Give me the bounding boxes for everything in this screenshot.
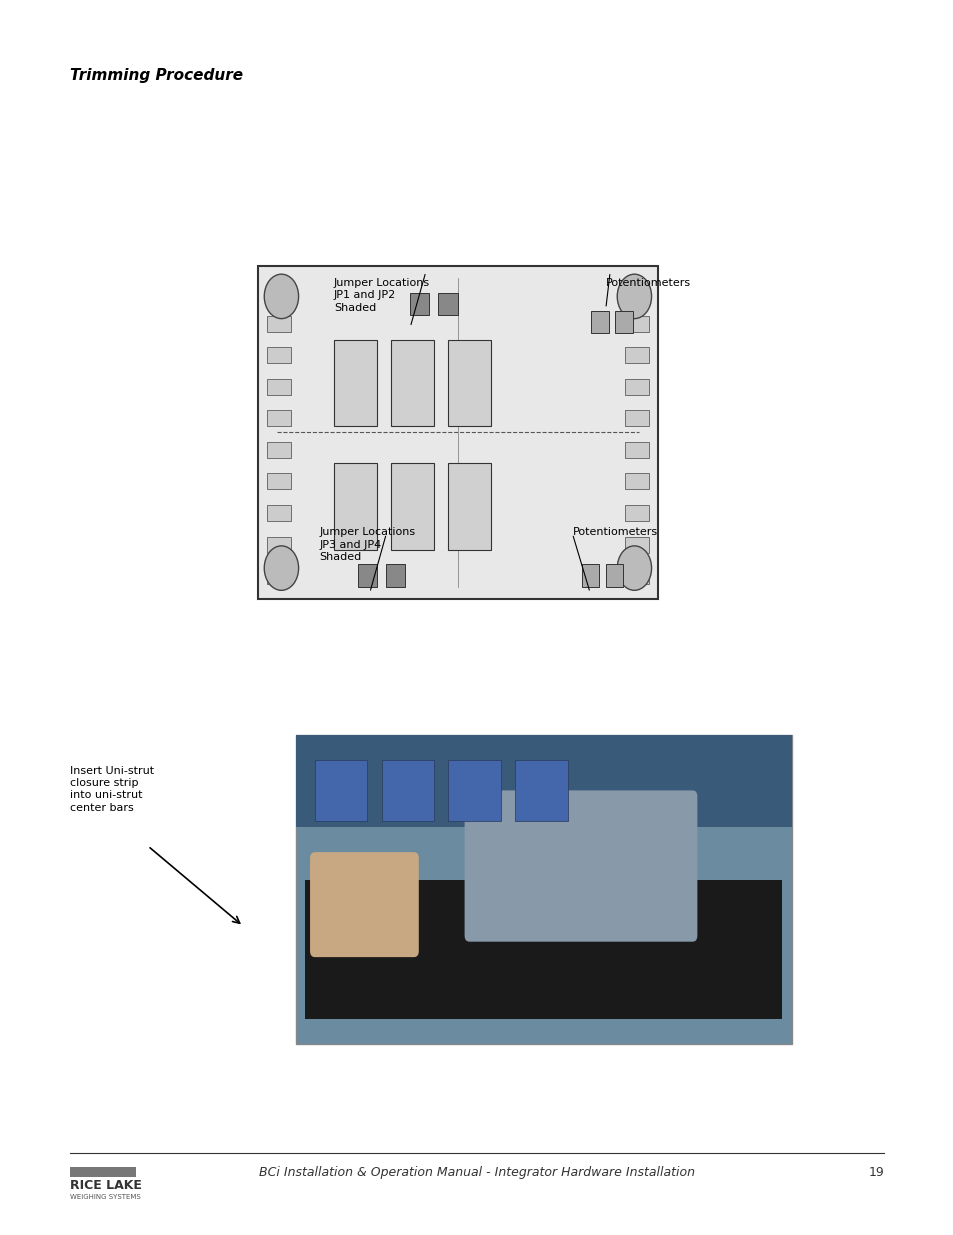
Text: WEIGHING SYSTEMS: WEIGHING SYSTEMS [70,1194,140,1200]
FancyBboxPatch shape [448,463,491,550]
Text: BCi Installation & Operation Manual - Integrator Hardware Installation: BCi Installation & Operation Manual - In… [258,1166,695,1179]
FancyBboxPatch shape [624,536,648,552]
FancyBboxPatch shape [310,852,418,957]
FancyBboxPatch shape [267,316,291,332]
FancyBboxPatch shape [267,379,291,395]
FancyBboxPatch shape [624,379,648,395]
Circle shape [264,274,298,319]
FancyBboxPatch shape [624,347,648,363]
FancyBboxPatch shape [305,879,781,1019]
FancyBboxPatch shape [267,536,291,552]
Text: Potentiometers: Potentiometers [605,278,690,288]
Text: Insert Uni-strut
closure strip
into uni-strut
center bars: Insert Uni-strut closure strip into uni-… [70,766,153,813]
FancyBboxPatch shape [464,790,697,941]
FancyBboxPatch shape [391,340,434,426]
Text: 19: 19 [867,1166,883,1179]
FancyBboxPatch shape [334,463,376,550]
FancyBboxPatch shape [257,266,658,599]
FancyBboxPatch shape [438,293,457,315]
FancyBboxPatch shape [624,473,648,489]
FancyBboxPatch shape [624,316,648,332]
FancyBboxPatch shape [70,1167,136,1177]
FancyBboxPatch shape [624,442,648,458]
Text: Potentiometers: Potentiometers [572,527,657,537]
Text: Trimming Procedure: Trimming Procedure [70,68,242,83]
FancyBboxPatch shape [515,760,567,821]
FancyBboxPatch shape [381,760,434,821]
Circle shape [617,546,651,590]
FancyBboxPatch shape [624,568,648,584]
FancyBboxPatch shape [410,293,429,315]
FancyBboxPatch shape [624,410,648,426]
Text: Jumper Locations
JP1 and JP2
Shaded: Jumper Locations JP1 and JP2 Shaded [334,278,430,312]
FancyBboxPatch shape [267,442,291,458]
FancyBboxPatch shape [314,760,367,821]
FancyBboxPatch shape [334,340,376,426]
FancyBboxPatch shape [448,760,500,821]
FancyBboxPatch shape [591,311,608,333]
FancyBboxPatch shape [267,347,291,363]
FancyBboxPatch shape [386,564,405,587]
FancyBboxPatch shape [605,564,622,587]
FancyBboxPatch shape [624,284,648,300]
FancyBboxPatch shape [581,564,598,587]
FancyBboxPatch shape [615,311,632,333]
Text: RICE LAKE: RICE LAKE [70,1179,141,1193]
FancyBboxPatch shape [391,463,434,550]
FancyBboxPatch shape [357,564,376,587]
FancyBboxPatch shape [267,568,291,584]
Circle shape [264,546,298,590]
FancyBboxPatch shape [267,284,291,300]
FancyBboxPatch shape [267,410,291,426]
FancyBboxPatch shape [267,473,291,489]
FancyBboxPatch shape [624,505,648,521]
FancyBboxPatch shape [295,735,791,827]
Circle shape [617,274,651,319]
FancyBboxPatch shape [295,735,791,1044]
FancyBboxPatch shape [267,505,291,521]
FancyBboxPatch shape [448,340,491,426]
Text: Jumper Locations
JP3 and JP4
Shaded: Jumper Locations JP3 and JP4 Shaded [319,527,416,562]
